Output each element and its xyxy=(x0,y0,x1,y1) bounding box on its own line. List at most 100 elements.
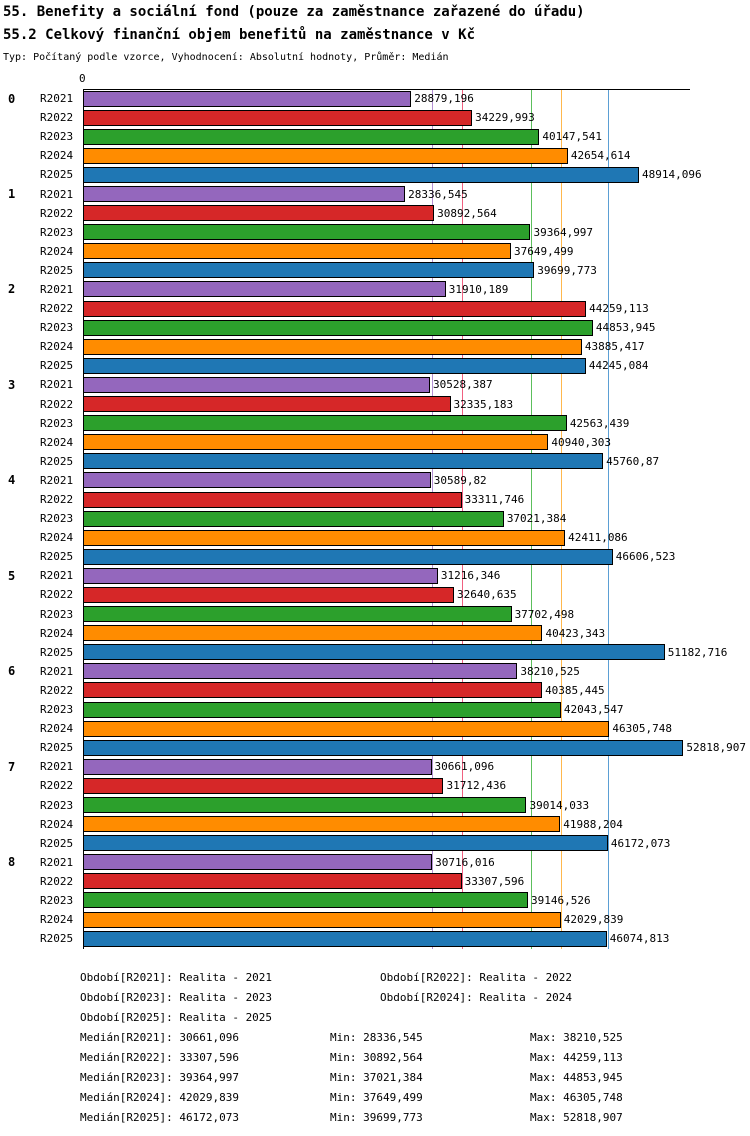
series-label: R2022 xyxy=(40,493,74,507)
series-label: R2022 xyxy=(40,779,74,793)
median-stat-r2021: Medián[R2021]: 30661,096 xyxy=(80,1031,239,1044)
bar-row-6-r2021: 6 R2021 38210,525 xyxy=(0,662,750,681)
bar-r2025-group-5 xyxy=(83,644,665,661)
value-label: 46305,748 xyxy=(612,722,672,736)
series-label: R2025 xyxy=(40,263,74,277)
value-label: 33311,746 xyxy=(464,493,525,507)
bar-track: 39014,033 xyxy=(83,795,690,814)
bar-track: 44259,113 xyxy=(83,299,690,318)
bar-row-4-r2021: 4 R2021 30589,82 xyxy=(0,471,750,490)
series-label: R2024 xyxy=(40,626,74,640)
bar-row-5-r2025: R2025 51182,716 xyxy=(0,643,750,662)
bar-track: 40940,303 xyxy=(83,433,690,452)
value-label: 31216,346 xyxy=(440,569,501,583)
series-label: R2024 xyxy=(40,340,74,354)
bar-track: 46305,748 xyxy=(83,719,690,738)
max-stat-r2024: Max: 46305,748 xyxy=(530,1091,623,1104)
median-stat-r2024: Medián[R2024]: 42029,839 xyxy=(80,1091,239,1104)
bar-row-1-r2022: R2022 30892,564 xyxy=(0,204,750,223)
bar-r2022-group-5 xyxy=(83,586,455,603)
series-label: R2021 xyxy=(40,378,74,392)
value-label: 30716,016 xyxy=(435,855,495,869)
bar-r2023-group-0 xyxy=(83,128,540,145)
bar-track: 40423,343 xyxy=(83,624,690,643)
legend-item-r2021: Období[R2021]: Realita - 2021 xyxy=(80,971,273,984)
max-stat-r2023: Max: 44853,945 xyxy=(530,1071,623,1084)
value-label: 42029,839 xyxy=(563,913,624,927)
bar-r2025-group-3 xyxy=(83,453,604,470)
bar-r2023-group-6 xyxy=(83,701,561,718)
legend-item-r2023: Období[R2023]: Realita - 2023 xyxy=(80,991,273,1004)
value-label: 32335,183 xyxy=(453,397,514,411)
bar-row-5-r2021: 5 R2021 31216,346 xyxy=(0,566,750,585)
bar-r2022-group-2 xyxy=(83,300,587,317)
series-label: R2025 xyxy=(40,645,74,659)
bar-row-0-r2024: R2024 42654,614 xyxy=(0,146,750,165)
bar-r2024-group-6 xyxy=(83,720,610,737)
x-axis-zero-label: 0 xyxy=(79,72,86,85)
bar-row-8-r2023: R2023 39146,526 xyxy=(0,891,750,910)
value-label: 45760,87 xyxy=(606,454,660,468)
page-title: 55. Benefity a sociální fond (pouze za z… xyxy=(3,4,585,20)
bar-track: 32640,635 xyxy=(83,585,690,604)
bar-row-6-r2023: R2023 42043,547 xyxy=(0,700,750,719)
bar-row-2-r2021: 2 R2021 31910,189 xyxy=(0,280,750,299)
bar-row-5-r2024: R2024 40423,343 xyxy=(0,624,750,643)
bar-r2025-group-8 xyxy=(83,930,607,947)
bar-row-8-r2024: R2024 42029,839 xyxy=(0,910,750,929)
series-label: R2024 xyxy=(40,531,74,545)
value-label: 41988,204 xyxy=(563,817,623,831)
value-label: 32640,635 xyxy=(457,588,517,602)
value-label: 44259,113 xyxy=(589,302,649,316)
value-label: 33307,596 xyxy=(464,874,525,888)
value-label: 42411,086 xyxy=(568,531,628,545)
bar-r2021-group-0 xyxy=(83,90,412,107)
bar-row-3-r2023: R2023 42563,439 xyxy=(0,414,750,433)
plot-rows: 0 R2021 28879,196 R2022 34229,993 R2023 40147,… xyxy=(0,89,750,948)
bar-r2022-group-8 xyxy=(83,873,462,890)
value-label: 39699,773 xyxy=(537,263,597,277)
bar-r2023-group-4 xyxy=(83,510,504,527)
bar-row-0-r2025: R2025 48914,096 xyxy=(0,165,750,184)
bar-track: 44245,084 xyxy=(83,356,690,375)
bar-r2023-group-7 xyxy=(83,797,527,814)
group-label-4: 4 xyxy=(8,473,16,488)
bar-r2025-group-0 xyxy=(83,166,639,183)
bar-track: 37021,384 xyxy=(83,509,690,528)
bar-track: 42563,439 xyxy=(83,414,690,433)
bar-row-5-r2022: R2022 32640,635 xyxy=(0,585,750,604)
bar-track: 30892,564 xyxy=(83,204,690,223)
value-label: 31910,189 xyxy=(448,282,509,296)
series-label: R2024 xyxy=(40,913,74,927)
bar-row-4-r2022: R2022 33311,746 xyxy=(0,490,750,509)
min-stat-r2021: Min: 28336,545 xyxy=(330,1031,423,1044)
series-label: R2023 xyxy=(40,798,74,812)
summary-stats: Medián[R2021]: 30661,096 Min: 28336,545 … xyxy=(0,1031,750,1127)
value-label: 30589,82 xyxy=(433,473,487,487)
series-label: R2025 xyxy=(40,836,74,850)
median-line-r2025 xyxy=(607,90,609,949)
bar-row-1-r2021: 1 R2021 28336,545 xyxy=(0,184,750,203)
bar-track: 42029,839 xyxy=(83,910,690,929)
bar-row-2-r2023: R2023 44853,945 xyxy=(0,318,750,337)
value-label: 46172,073 xyxy=(610,836,671,850)
bar-row-1-r2024: R2024 37649,499 xyxy=(0,242,750,261)
value-label: 37649,499 xyxy=(513,244,574,258)
bar-track: 41988,204 xyxy=(83,815,690,834)
series-label: R2023 xyxy=(40,225,74,239)
min-stat-r2025: Min: 39699,773 xyxy=(330,1111,423,1124)
bar-track: 48914,096 xyxy=(83,165,702,184)
series-label: R2022 xyxy=(40,206,74,220)
series-label: R2021 xyxy=(40,855,74,869)
bar-r2022-group-3 xyxy=(83,396,451,413)
series-label: R2022 xyxy=(40,302,74,316)
group-label-3: 3 xyxy=(8,377,16,392)
max-stat-r2022: Max: 44259,113 xyxy=(530,1051,623,1064)
group-label-8: 8 xyxy=(8,855,16,870)
bar-r2023-group-1 xyxy=(83,224,531,241)
series-label: R2025 xyxy=(40,932,74,946)
bar-row-8-r2025: R2025 46074,813 xyxy=(0,929,750,948)
bar-row-8-r2022: R2022 33307,596 xyxy=(0,872,750,891)
value-label: 37021,384 xyxy=(506,512,567,526)
